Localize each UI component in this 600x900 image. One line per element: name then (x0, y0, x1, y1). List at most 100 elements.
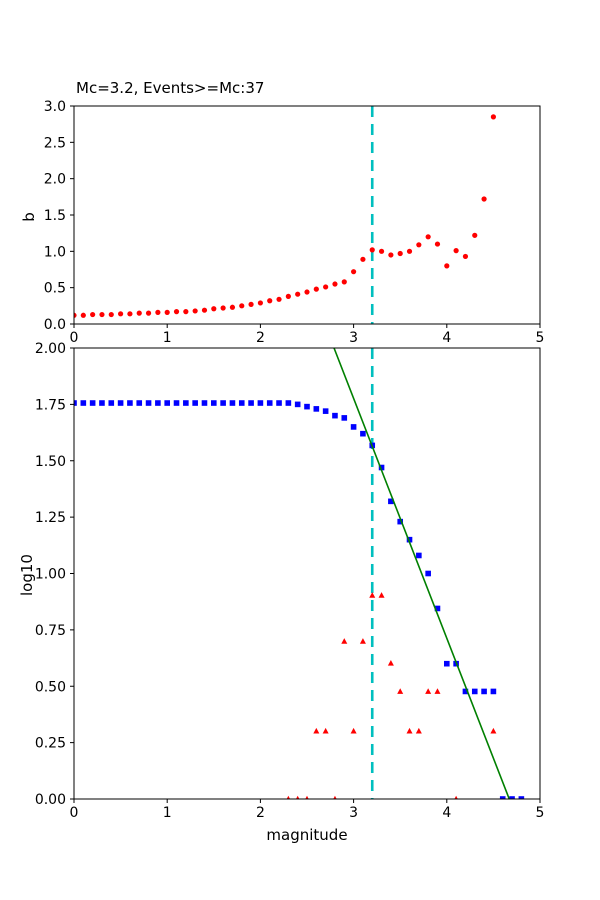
data-point (145, 400, 152, 406)
y-tick-label: 3.0 (44, 99, 66, 115)
x-tick-label: 4 (442, 330, 451, 346)
data-point (266, 400, 273, 406)
x-tick-label: 1 (163, 330, 172, 346)
data-point (192, 400, 198, 406)
data-point (472, 232, 478, 238)
data-point (305, 795, 309, 799)
data-point (89, 400, 96, 406)
data-point (145, 310, 152, 316)
data-point (415, 727, 422, 734)
data-point (360, 256, 366, 262)
incremental-event-count-log10-series (286, 592, 497, 799)
data-point (332, 412, 338, 419)
data-point (397, 518, 403, 525)
data-point (285, 293, 291, 299)
data-point (333, 795, 337, 799)
data-point (118, 311, 124, 317)
data-point (276, 296, 282, 302)
y-tick-label: 0.75 (35, 623, 66, 639)
data-point (350, 727, 357, 734)
data-point (378, 248, 385, 254)
data-point (164, 400, 170, 406)
data-point (323, 284, 329, 290)
data-point (388, 252, 394, 258)
y-tick-label: 1.25 (35, 510, 66, 526)
data-point (99, 400, 105, 406)
data-point (295, 795, 300, 799)
x-tick-label: 5 (536, 330, 545, 346)
data-point (108, 311, 114, 318)
gutenberg-richter-fit-line (333, 348, 510, 799)
data-point (80, 312, 86, 318)
data-point (173, 400, 180, 406)
y-tick-label: 1.75 (35, 397, 66, 413)
data-point (341, 638, 348, 644)
data-point (369, 247, 375, 253)
data-point (229, 400, 236, 406)
data-point (211, 306, 217, 312)
x-tick-label: 2 (256, 805, 265, 821)
data-point (313, 406, 320, 412)
data-point (183, 400, 189, 406)
x-tick-label: 3 (349, 330, 358, 346)
data-point (341, 415, 348, 421)
data-point (248, 301, 254, 307)
y-tick-label: 1.00 (35, 567, 66, 583)
data-point (136, 310, 142, 316)
plot-area (74, 106, 496, 324)
data-point (285, 400, 292, 406)
y-tick-label: 2.5 (44, 135, 66, 151)
plot-title: Mc=3.2, Events>=Mc:37 (76, 79, 265, 97)
x-tick-label: 2 (256, 330, 265, 346)
data-point (332, 281, 338, 287)
data-point (387, 660, 394, 666)
data-point (99, 311, 105, 318)
data-point (490, 727, 497, 734)
data-point (313, 286, 319, 292)
data-point (127, 311, 133, 317)
data-point (155, 309, 161, 315)
y-tick-label: 0.5 (44, 281, 66, 297)
data-point (276, 400, 282, 406)
y-tick-label: 0.00 (35, 792, 66, 808)
data-point (350, 424, 357, 430)
data-point (490, 114, 496, 120)
data-point (286, 795, 291, 799)
data-point (257, 300, 263, 306)
data-point (351, 269, 357, 275)
data-point (453, 248, 459, 254)
data-point (322, 727, 329, 734)
data-point (397, 250, 403, 257)
data-point (257, 400, 264, 406)
data-point (471, 688, 478, 695)
data-point (155, 400, 161, 406)
data-point (378, 592, 385, 598)
data-point (416, 242, 422, 248)
data-point (183, 309, 189, 315)
y-tick-label: 2.00 (35, 341, 66, 357)
data-point (454, 795, 458, 799)
data-point (341, 279, 347, 285)
data-point (425, 688, 432, 694)
y-tick-label: 1.5 (44, 208, 66, 224)
data-point (499, 796, 506, 799)
x-axis-label: magnitude (266, 826, 348, 844)
data-point (80, 400, 87, 406)
data-point (462, 253, 469, 260)
cumulative-event-count-log10-series (74, 400, 525, 799)
x-tick-label: 3 (349, 805, 358, 821)
data-point (294, 401, 301, 408)
y-tick-label: 2.0 (44, 172, 66, 188)
data-point (267, 298, 273, 304)
data-point (74, 400, 77, 406)
data-point (90, 311, 96, 318)
data-point (490, 688, 497, 695)
data-point (369, 592, 376, 598)
plot-area (74, 348, 525, 799)
data-point (425, 234, 431, 240)
data-point (108, 400, 115, 406)
data-point (434, 605, 441, 612)
data-point (239, 303, 245, 309)
